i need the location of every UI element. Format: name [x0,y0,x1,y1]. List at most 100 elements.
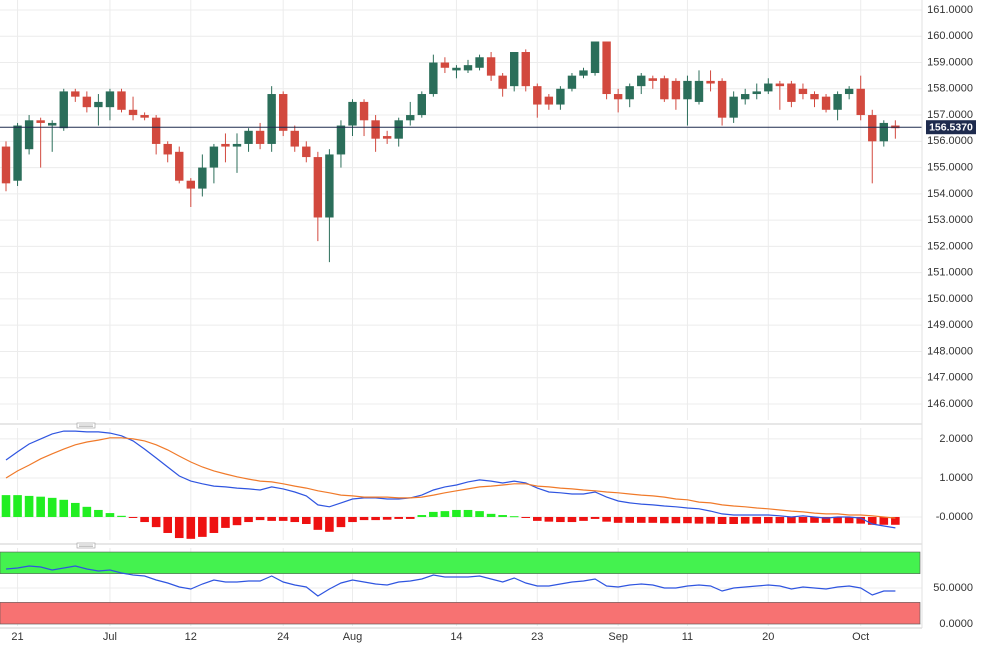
candle-body [706,80,715,84]
pane-handle[interactable] [76,542,96,549]
histogram-bar [140,516,149,523]
last-price-box [926,120,976,135]
histogram-bar [244,516,253,523]
histogram-bar [810,516,819,523]
histogram-bar [429,511,438,517]
histogram-bar [856,516,865,524]
marks [0,41,922,625]
x-tick-label: Oct [852,631,869,643]
histogram-bar [544,516,554,522]
histogram-bar [198,516,207,537]
histogram-bar [498,515,507,517]
candle-body [186,180,195,189]
x-tick-label: Jul [103,631,117,643]
histogram-bar [787,516,796,524]
y-tick-label: 151.0000 [927,267,973,279]
candle-body [24,120,34,150]
y-tick-label: 146.0000 [927,398,973,410]
histogram-bar [174,516,184,539]
indicator-line [5,430,896,529]
y-tick-label: 156.0000 [927,135,973,147]
histogram-bar [452,509,461,517]
histogram-bar [186,516,196,539]
candle-body [406,115,415,121]
histogram-bar [648,516,658,523]
histogram-bar [82,506,92,517]
candle-body [140,115,149,118]
histogram-bar [521,516,531,518]
candle-body [579,70,588,76]
candle-body [232,143,242,147]
candle-body [371,120,380,139]
histogram-bar [417,515,427,517]
histogram-bar [440,511,450,517]
y-tick-label: 148.0000 [927,345,973,357]
histogram-bar [671,516,681,524]
candle-body [787,83,796,102]
candle-body [13,125,22,181]
candle-body [660,78,669,100]
candle-body [452,67,461,71]
candle-body [82,96,92,108]
candle-body [1,146,11,184]
histogram-bar [833,516,842,524]
candle-body [198,167,207,189]
candle-body [348,101,357,126]
candle-body [279,94,288,131]
histogram-bar [105,513,115,517]
x-tick-label: 21 [11,631,23,643]
candle-body [48,122,57,126]
histogram-bar [775,516,785,524]
y-tick-label: 50.0000 [933,582,973,594]
candle-body [844,88,854,95]
candle-body [382,136,392,139]
candle-body [128,109,138,116]
candle-body [71,91,80,97]
histogram-bar [533,516,542,521]
histogram-bar [325,516,334,532]
histogram-bar [613,516,623,523]
histogram-bar [267,516,276,521]
candle-body [244,130,253,144]
candle-body [336,125,346,155]
histogram-bar [717,516,727,524]
candle-body [94,101,103,108]
candle-body [359,101,369,121]
y-tick-label: 0.0000 [939,618,973,630]
candle-body [521,52,530,87]
candle-body [313,157,323,218]
candle-body [175,151,184,181]
y-tick-label: 149.0000 [927,319,973,331]
grid [0,0,922,626]
histogram-bar [59,499,69,517]
histogram-bar [47,497,57,517]
histogram-bar [636,516,646,523]
candle-body [868,115,877,142]
candle-body [556,88,565,105]
candle-body [290,130,299,147]
histogram-bar [382,516,392,520]
candle-body [856,88,865,116]
histogram-bar [348,516,357,523]
candle-body [637,75,646,87]
histogram-bar [509,516,519,518]
histogram-bar [475,511,484,517]
candle-body [613,94,623,100]
histogram-bar [729,516,738,524]
axis-labels: 21 Jul 12 24 Aug 14 23 Sep 11 20 Oct 146.0000 147.00… [11,4,976,643]
x-tick-label: 11 [682,631,693,643]
histogram-bar [740,516,750,524]
candle-body [602,41,611,95]
candle-body [486,57,496,76]
histogram-bar [660,516,669,524]
histogram-bar [764,516,773,524]
candle-body [729,96,738,118]
candle-body [544,96,554,105]
histogram-bar [556,516,565,523]
histogram-bar [336,516,346,528]
histogram-bar [486,513,496,517]
pane-handle[interactable] [76,422,96,429]
candle-body [694,80,704,102]
candle-body [741,94,750,100]
histogram-bar [694,516,704,524]
